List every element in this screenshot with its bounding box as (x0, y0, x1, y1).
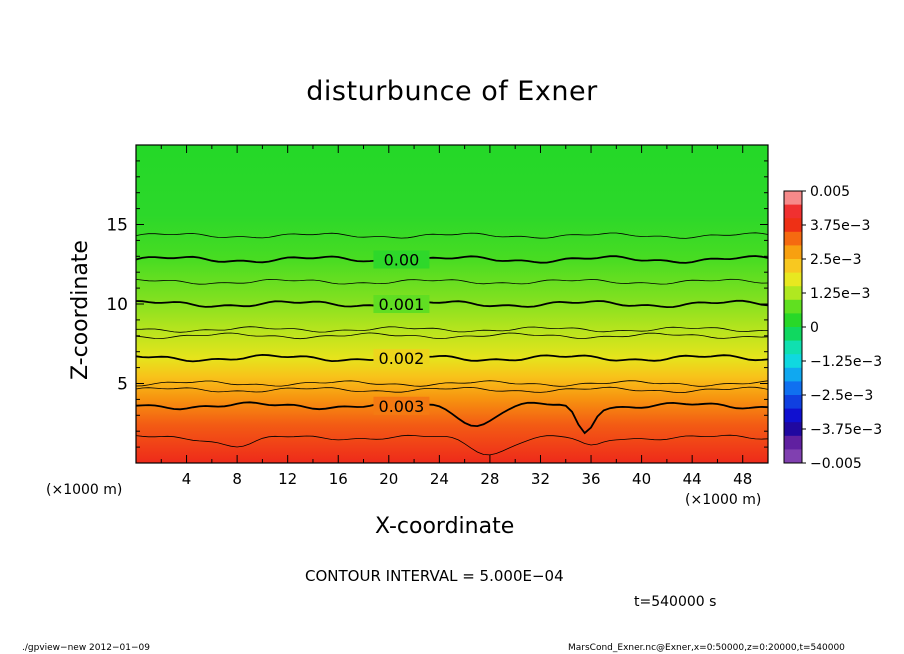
contour-label: 0.002 (379, 349, 425, 368)
colorbar-tick-label: −0.005 (810, 456, 862, 472)
y-axis-label: Z-coordinate (68, 240, 93, 380)
x-tick-label: 12 (278, 470, 297, 488)
x-tick-label: 4 (182, 470, 192, 488)
contour-line-major (135, 353, 769, 363)
field-fill (136, 145, 768, 463)
contour-label: 0.001 (379, 295, 425, 314)
x-tick-label: 40 (632, 470, 651, 488)
colorbar-segment (784, 191, 802, 206)
colorbar-tick-label: 0 (810, 320, 819, 336)
colorbar-segment (784, 245, 802, 260)
colorbar-segment (784, 449, 802, 464)
contour-line-major (135, 255, 769, 264)
contour-line-minor (135, 232, 769, 239)
contour-line-minor (135, 386, 769, 394)
y-tick-label: 10 (106, 295, 128, 315)
contour-line-minor (135, 278, 769, 285)
colorbar-segment (784, 408, 802, 423)
contour-line-minor (135, 380, 769, 387)
contour-line-minor (135, 434, 769, 456)
colorbar-tick-label: −2.5e−3 (810, 388, 873, 404)
colorbar-segment (784, 395, 802, 410)
plot-area (136, 145, 768, 463)
x-tick-label: 36 (581, 470, 600, 488)
chart-title: disturbunce of Exner (306, 76, 598, 107)
colorbar-segment (784, 354, 802, 369)
contour-interval-note: CONTOUR INTERVAL = 5.000E−04 (305, 567, 564, 585)
contour-line-minor (135, 332, 769, 340)
colorbar-segment (784, 259, 802, 274)
x-tick-label: 48 (733, 470, 752, 488)
y-tick-label: 5 (117, 375, 128, 395)
colorbar-segment (784, 272, 802, 287)
colorbar-tick-label: 0.005 (810, 184, 850, 200)
x-tick-label: 16 (329, 470, 348, 488)
colorbar-tick-label: −3.75e−3 (810, 422, 882, 438)
contour-lines: 0.00 0.001 0.002 0.003 (135, 232, 769, 456)
contour-line-major (135, 299, 769, 309)
x-tick-label: 20 (379, 470, 398, 488)
time-label: t=540000 s (634, 594, 717, 610)
x-tick-label: 8 (232, 470, 242, 488)
contour-line-minor (135, 326, 769, 333)
x-tick-label: 24 (430, 470, 449, 488)
colorbar-tick-label: 1.25e−3 (810, 286, 870, 302)
colorbar-segment (784, 435, 802, 450)
x-unit-label-right: (×1000 m) (685, 492, 762, 508)
contour-label: 0.003 (379, 397, 425, 416)
colorbar-segment (784, 313, 802, 328)
colorbar-segment (784, 204, 802, 219)
colorbar-segment (784, 367, 802, 382)
footer-right: MarsCond_Exner.nc@Exner,x=0:50000,z=0:20… (568, 643, 845, 653)
colorbar-segment (784, 422, 802, 437)
colorbar-segment (784, 299, 802, 314)
x-tick-label: 28 (480, 470, 499, 488)
x-tick-label: 44 (683, 470, 702, 488)
contour-label: 0.00 (384, 250, 420, 269)
colorbar-segment (784, 286, 802, 301)
contour-line-major (135, 401, 769, 435)
colorbar-tick-label: 2.5e−3 (810, 252, 862, 268)
x-unit-label-left: (×1000 m) (46, 482, 123, 498)
y-tick-label: 15 (106, 216, 128, 236)
colorbar: 0.005 3.75e−3 2.5e−3 1.25e−3 0 −1.25e−3 −2.5e−… (783, 184, 882, 472)
x-axis-label: X-coordinate (375, 514, 515, 539)
colorbar-segment (784, 340, 802, 355)
colorbar-segment (784, 327, 802, 342)
colorbar-segment (784, 381, 802, 396)
colorbar-tick-label: −1.25e−3 (810, 354, 882, 370)
colorbar-segment (784, 218, 802, 233)
x-tick-label: 32 (531, 470, 550, 488)
colorbar-segment (784, 231, 802, 246)
footer-left: ./gpview−new 2012−01−09 (22, 643, 150, 653)
colorbar-tick-label: 3.75e−3 (810, 218, 870, 234)
